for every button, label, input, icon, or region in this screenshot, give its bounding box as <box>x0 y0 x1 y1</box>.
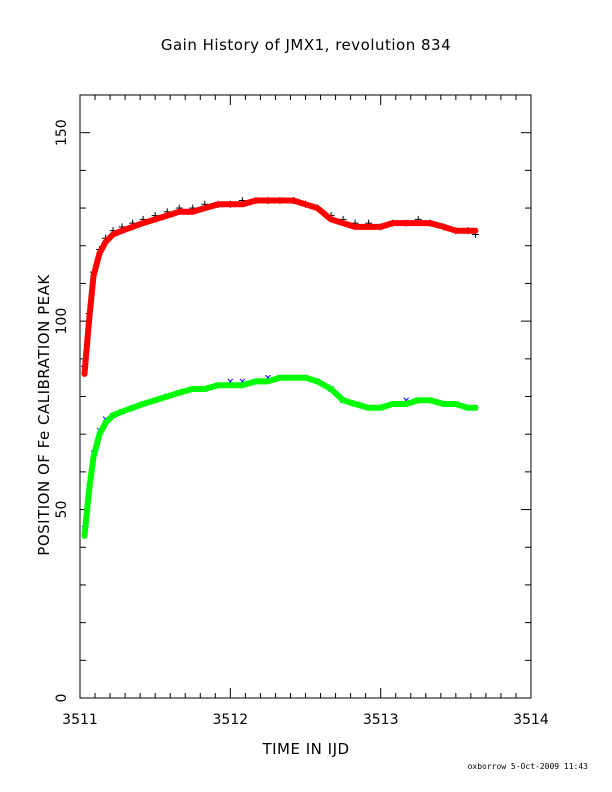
footer-stamp: oxborrow 5-Oct-2009 11:43 <box>467 762 588 771</box>
series-3-line <box>81 374 479 539</box>
chart-title: Gain History of JMX1, revolution 834 <box>160 36 452 54</box>
y-tick-label: 0 <box>54 694 70 703</box>
y-tick-label: 50 <box>54 501 70 519</box>
series-1-line <box>81 197 479 377</box>
x-tick-label: 3511 <box>62 712 98 728</box>
x-axis-label: TIME IN IJD <box>262 740 350 758</box>
y-tick-label: 100 <box>54 308 70 335</box>
x-tick-label: 3514 <box>513 712 549 728</box>
axis-ticks: 0 50 100 150 3511 3512 3513 3514 <box>54 94 549 728</box>
x-tick-label: 3512 <box>213 712 249 728</box>
x-tick-label: 3513 <box>363 712 399 728</box>
data-marks <box>81 197 479 539</box>
plot-frame <box>79 94 532 699</box>
y-tick-label: 150 <box>54 119 70 146</box>
